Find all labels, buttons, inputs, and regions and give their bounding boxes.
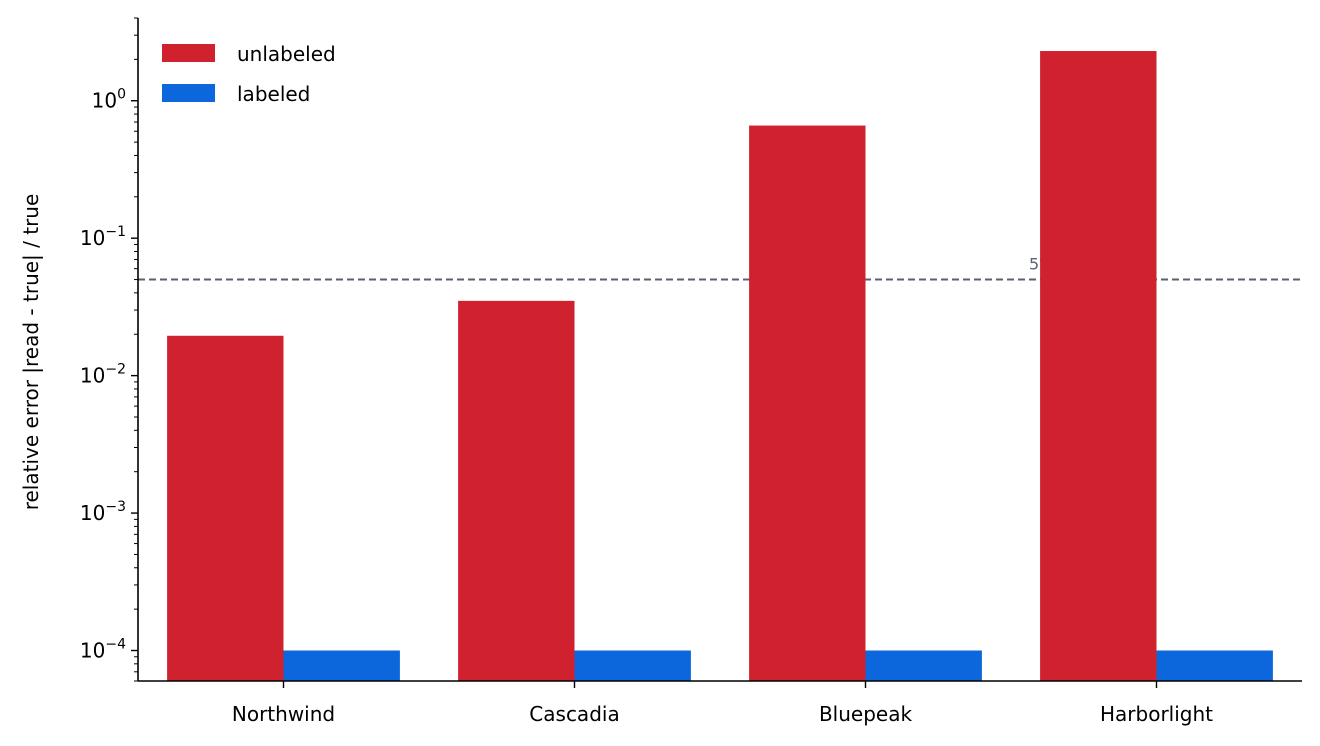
bar-labeled-bluepeak (865, 650, 982, 681)
y-tick-label: 10−2 (80, 362, 126, 388)
legend-swatch-unlabeled (162, 44, 215, 62)
axes (137, 18, 1302, 682)
x-tick-label-northwind: Northwind (232, 702, 335, 726)
x-tick-label-harborlight: Harborlight (1100, 702, 1213, 726)
bar-unlabeled-bluepeak (749, 125, 866, 682)
y-axis-label: relative error |read - true| / true (19, 194, 43, 511)
bar-labeled-northwind (283, 650, 400, 681)
bar-labeled-harborlight (1156, 650, 1273, 681)
legend: unlabeled labeled (162, 42, 336, 106)
bar-unlabeled-northwind (167, 335, 284, 681)
x-ticks: Northwind Cascadia Bluepeak Harborlight (232, 681, 1213, 726)
legend-swatch-labeled (162, 84, 215, 102)
y-tick-label: 100 (92, 87, 126, 113)
legend-label-labeled: labeled (237, 82, 310, 106)
y-tick-label: 10−3 (80, 499, 126, 525)
y-ticks: 10−4 10−3 10−2 10−1 100 (80, 17, 138, 682)
legend-label-unlabeled: unlabeled (237, 42, 336, 66)
bar-unlabeled-cascadia (458, 300, 575, 681)
bar-labeled-cascadia (574, 650, 691, 681)
x-tick-label-bluepeak: Bluepeak (819, 702, 913, 726)
bars (167, 51, 1273, 682)
y-tick-label: 10−1 (80, 224, 126, 250)
y-tick-label: 10−4 (80, 637, 126, 663)
bar-unlabeled-harborlight (1040, 51, 1157, 681)
x-tick-label-cascadia: Cascadia (529, 702, 619, 726)
